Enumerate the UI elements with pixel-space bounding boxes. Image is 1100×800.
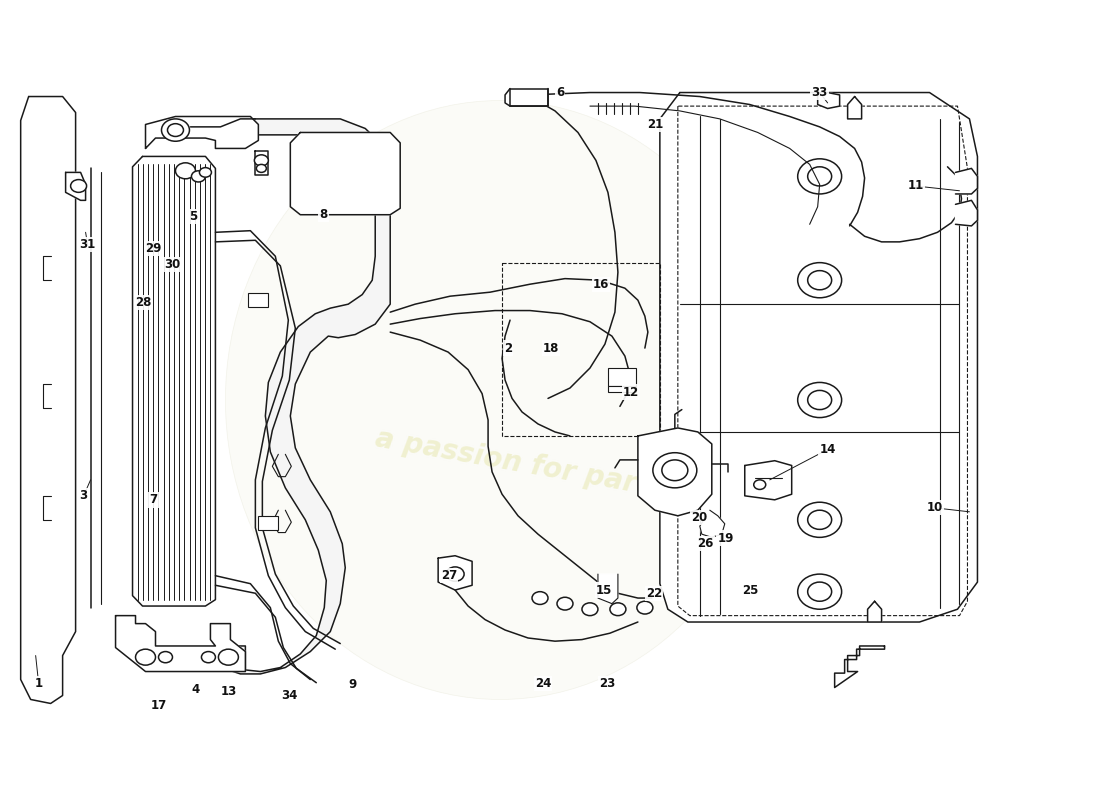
Bar [510,89,548,106]
Text: 33: 33 [812,86,828,99]
Text: 22: 22 [646,586,662,600]
Circle shape [807,582,832,602]
Circle shape [662,460,688,481]
Text: 34: 34 [282,689,297,702]
Text: 6: 6 [556,86,564,99]
Polygon shape [66,172,86,200]
Circle shape [609,603,626,616]
Text: 13: 13 [220,685,236,698]
Polygon shape [660,93,978,622]
Circle shape [807,270,832,290]
Circle shape [807,390,832,410]
Circle shape [637,602,653,614]
Polygon shape [835,646,884,687]
Text: 9: 9 [348,678,356,691]
Ellipse shape [226,101,774,699]
Polygon shape [21,97,76,703]
Polygon shape [438,556,472,590]
Text: 3: 3 [79,490,88,502]
Polygon shape [505,89,548,106]
Circle shape [162,119,189,142]
Polygon shape [255,151,268,174]
Polygon shape [290,133,400,214]
Text: 29: 29 [145,242,162,254]
Circle shape [798,502,842,538]
Circle shape [532,592,548,605]
Text: 31: 31 [79,238,96,250]
Circle shape [219,649,239,665]
Polygon shape [145,117,258,149]
Text: 28: 28 [135,296,152,309]
Circle shape [798,159,842,194]
Circle shape [167,124,184,137]
Polygon shape [700,510,725,538]
Text: 25: 25 [742,583,759,597]
Circle shape [135,649,155,665]
Text: 16: 16 [593,278,609,290]
Text: 5: 5 [189,210,198,223]
Circle shape [191,170,206,182]
Text: 7: 7 [150,494,157,506]
Circle shape [798,262,842,298]
Polygon shape [598,574,618,604]
Circle shape [176,163,196,178]
Circle shape [798,574,842,610]
Text: 26: 26 [697,538,714,550]
Circle shape [256,165,266,172]
Text: 8: 8 [319,208,328,222]
Circle shape [254,155,268,166]
Polygon shape [868,602,881,622]
Circle shape [798,382,842,418]
Text: 17: 17 [151,698,166,711]
Text: 1: 1 [34,677,43,690]
Text: 27: 27 [441,569,458,582]
Circle shape [70,179,87,192]
Text: 23: 23 [598,677,615,690]
Circle shape [447,567,464,582]
Text: 19: 19 [717,532,734,545]
Bar [258,516,278,530]
Text: 30: 30 [164,258,180,270]
Bar [249,293,268,307]
Polygon shape [116,616,245,671]
Polygon shape [817,93,839,109]
Text: 4: 4 [191,682,199,695]
Circle shape [557,598,573,610]
Bar [608,386,636,392]
Polygon shape [956,169,978,194]
Text: 14: 14 [820,443,836,456]
Text: 18: 18 [542,342,559,354]
Polygon shape [229,119,390,674]
Text: 21: 21 [647,118,663,131]
Text: 12: 12 [623,386,639,398]
Circle shape [582,603,598,616]
Circle shape [754,480,766,490]
Circle shape [653,453,696,488]
Polygon shape [132,157,216,606]
Text: 2: 2 [504,342,513,354]
Text: 11: 11 [908,179,924,193]
Polygon shape [745,461,792,500]
Text: 10: 10 [926,502,943,514]
Polygon shape [848,97,861,119]
Bar [608,368,636,386]
Circle shape [807,167,832,186]
Text: 15: 15 [596,583,612,597]
Circle shape [158,651,173,662]
Text: a passion for parts: a passion for parts [373,425,668,503]
Polygon shape [956,200,978,226]
Circle shape [807,510,832,530]
Text: 24: 24 [535,677,551,690]
Text: 20: 20 [691,511,707,524]
Polygon shape [638,428,712,516]
Circle shape [199,168,211,177]
Circle shape [201,651,216,662]
